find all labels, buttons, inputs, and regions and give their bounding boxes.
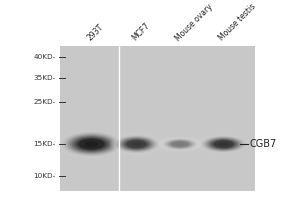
Ellipse shape	[58, 130, 125, 158]
Ellipse shape	[206, 137, 241, 151]
Ellipse shape	[131, 142, 142, 146]
Ellipse shape	[214, 140, 233, 148]
Ellipse shape	[63, 132, 120, 156]
Ellipse shape	[115, 135, 158, 153]
Ellipse shape	[199, 135, 248, 153]
Ellipse shape	[68, 135, 115, 154]
Ellipse shape	[79, 139, 104, 149]
Ellipse shape	[119, 137, 154, 151]
Ellipse shape	[70, 135, 113, 153]
Ellipse shape	[200, 135, 247, 153]
Ellipse shape	[171, 141, 189, 147]
Ellipse shape	[208, 138, 239, 150]
Ellipse shape	[172, 141, 188, 147]
Text: 293T: 293T	[85, 23, 105, 43]
Ellipse shape	[74, 137, 110, 152]
Ellipse shape	[56, 129, 127, 159]
Text: 35KD-: 35KD-	[33, 75, 56, 81]
Ellipse shape	[161, 138, 199, 150]
Ellipse shape	[121, 138, 152, 150]
Ellipse shape	[158, 137, 202, 152]
Ellipse shape	[169, 141, 190, 148]
Text: CGB7: CGB7	[249, 139, 276, 149]
Ellipse shape	[61, 132, 122, 157]
Ellipse shape	[112, 134, 161, 154]
Text: Mouse testis: Mouse testis	[217, 2, 258, 43]
Text: 10KD-: 10KD-	[33, 173, 56, 179]
Ellipse shape	[167, 140, 193, 148]
Ellipse shape	[113, 135, 160, 154]
Ellipse shape	[198, 134, 250, 154]
Ellipse shape	[120, 137, 153, 151]
Ellipse shape	[168, 140, 192, 148]
Ellipse shape	[116, 136, 157, 152]
Ellipse shape	[203, 136, 244, 152]
Ellipse shape	[64, 133, 118, 155]
Ellipse shape	[196, 134, 251, 154]
Ellipse shape	[211, 139, 236, 149]
Text: Mouse ovary: Mouse ovary	[174, 2, 214, 43]
Text: 15KD-: 15KD-	[33, 141, 56, 147]
Text: MCF7: MCF7	[130, 22, 152, 43]
Bar	[60, 46, 255, 191]
Ellipse shape	[66, 134, 117, 154]
Ellipse shape	[218, 142, 229, 146]
Ellipse shape	[164, 139, 196, 150]
Ellipse shape	[127, 140, 146, 148]
Ellipse shape	[110, 134, 163, 155]
Ellipse shape	[212, 140, 235, 148]
Ellipse shape	[109, 133, 164, 155]
Ellipse shape	[159, 137, 201, 151]
Ellipse shape	[160, 137, 200, 151]
Ellipse shape	[85, 141, 98, 147]
Ellipse shape	[202, 136, 245, 152]
Ellipse shape	[125, 140, 148, 149]
Ellipse shape	[117, 136, 156, 152]
Ellipse shape	[176, 143, 184, 146]
Ellipse shape	[75, 137, 108, 151]
Ellipse shape	[210, 139, 237, 149]
Ellipse shape	[204, 137, 243, 151]
Ellipse shape	[72, 136, 111, 152]
Ellipse shape	[77, 138, 106, 150]
Ellipse shape	[124, 139, 149, 149]
Text: 40KD-: 40KD-	[33, 54, 56, 60]
Ellipse shape	[165, 139, 195, 149]
Ellipse shape	[163, 138, 197, 150]
Ellipse shape	[207, 138, 240, 150]
Ellipse shape	[123, 139, 150, 150]
Text: 25KD-: 25KD-	[33, 99, 56, 105]
Ellipse shape	[166, 139, 194, 149]
Ellipse shape	[59, 131, 124, 157]
Ellipse shape	[157, 136, 203, 152]
